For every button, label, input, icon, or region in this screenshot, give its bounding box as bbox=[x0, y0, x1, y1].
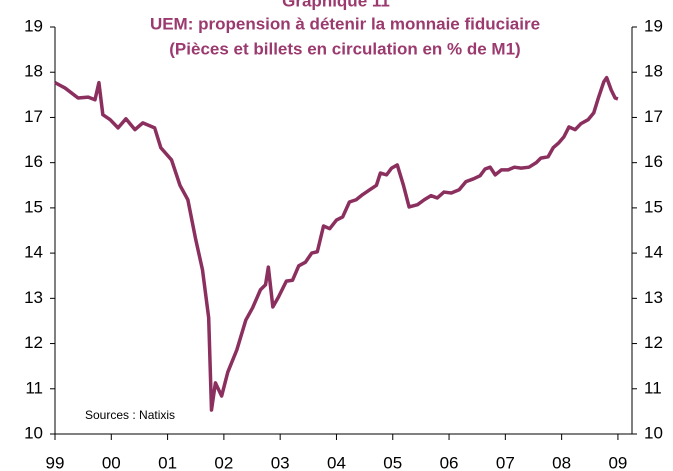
annotation: Sources : Natixis bbox=[85, 408, 175, 422]
y-tick-label: 15 bbox=[24, 197, 43, 216]
y-tick-label: 12 bbox=[24, 333, 43, 352]
y-tick-label: 10 bbox=[24, 423, 43, 442]
chart-subtitle: (Pièces et billets en circulation en % d… bbox=[169, 39, 520, 58]
y-tick-label: 17 bbox=[24, 107, 43, 126]
y2-tick-label: 11 bbox=[644, 378, 662, 397]
y2-tick-label: 18 bbox=[644, 62, 663, 81]
y-tick-label: 11 bbox=[25, 378, 43, 397]
x-tick-label: 08 bbox=[552, 453, 571, 471]
y2-tick-label: 16 bbox=[644, 152, 663, 171]
y2-tick-label: 14 bbox=[644, 243, 663, 262]
y2-tick-label: 12 bbox=[644, 333, 663, 352]
y-tick-label: 14 bbox=[24, 243, 43, 262]
x-tick-label: 09 bbox=[608, 453, 627, 471]
y-tick-label: 18 bbox=[24, 62, 43, 81]
chart-title: Graphique 11 bbox=[282, 0, 390, 10]
y2-tick-label: 17 bbox=[644, 107, 663, 126]
x-tick-label: 04 bbox=[327, 453, 346, 471]
x-tick-label: 05 bbox=[383, 453, 402, 471]
y-tick-label: 19 bbox=[24, 16, 43, 35]
x-tick-label: 99 bbox=[46, 453, 65, 471]
x-tick-label: 00 bbox=[102, 453, 121, 471]
y2-tick-label: 10 bbox=[644, 423, 663, 442]
x-tick-label: 07 bbox=[496, 453, 515, 471]
x-tick-label: 02 bbox=[214, 453, 233, 471]
x-tick-label: 06 bbox=[440, 453, 459, 471]
y2-tick-label: 15 bbox=[644, 197, 663, 216]
x-tick-label: 03 bbox=[271, 453, 290, 471]
y-tick-label: 13 bbox=[24, 288, 43, 307]
x-tick-label: 01 bbox=[158, 453, 177, 471]
data-line bbox=[54, 75, 619, 412]
chart-subtitle: UEM: propension à détenir la monnaie fid… bbox=[150, 14, 540, 33]
y2-tick-label: 19 bbox=[644, 16, 663, 35]
y-tick-label: 16 bbox=[24, 152, 43, 171]
y2-tick-label: 13 bbox=[644, 288, 663, 307]
